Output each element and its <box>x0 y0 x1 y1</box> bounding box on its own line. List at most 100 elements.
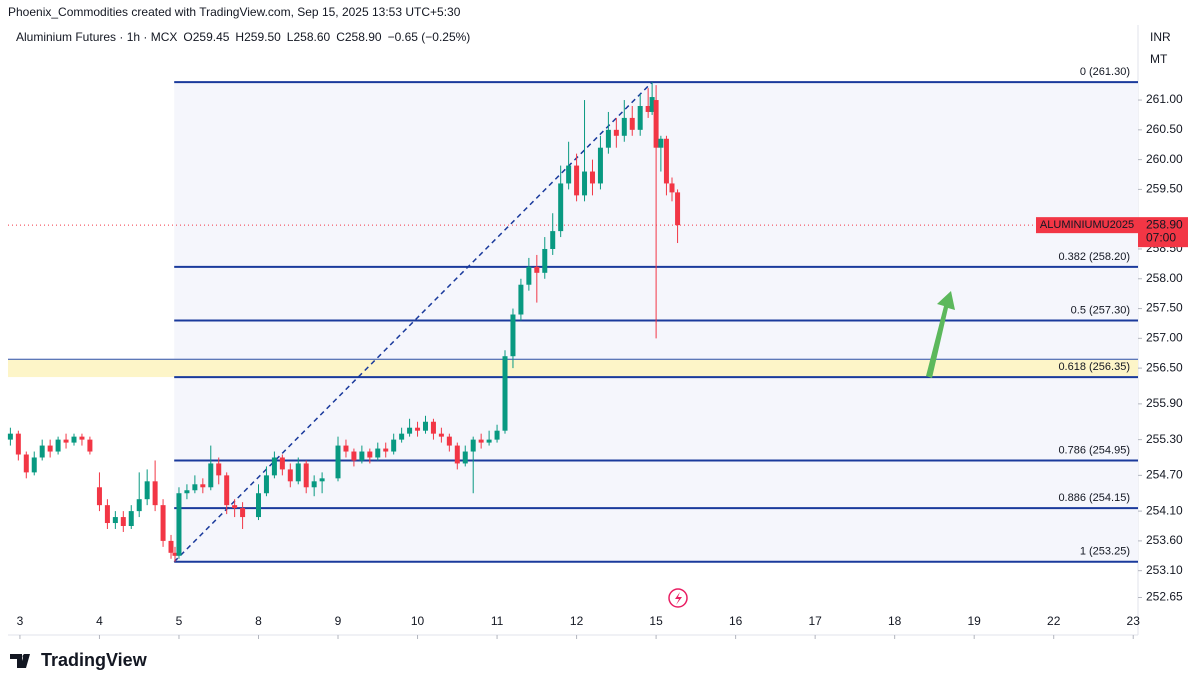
price-tag-bg <box>1138 217 1188 248</box>
candle-body <box>176 493 182 556</box>
y-tick-label: 254.70 <box>1146 468 1183 482</box>
candle-body <box>589 171 595 184</box>
y-tick-label: 260.50 <box>1146 122 1183 136</box>
x-tick-label: 9 <box>335 614 342 628</box>
legend: Aluminium Futures · 1h · MCX O 259.45 H 259.… <box>16 30 470 44</box>
candle-body <box>415 427 421 431</box>
candle-body <box>550 231 556 249</box>
x-tick-label: 16 <box>729 614 743 628</box>
legend-key: L <box>287 30 294 44</box>
x-tick-label: 10 <box>411 614 425 628</box>
y-tick-label: 252.65 <box>1146 590 1183 604</box>
candle-body <box>263 475 269 494</box>
legend-key: H <box>235 30 244 44</box>
candle-body <box>7 433 13 440</box>
x-tick-label: 8 <box>255 614 262 628</box>
price-tag-symbol: ALUMINIUMU2025 <box>1040 219 1134 231</box>
y-tick-label: 255.30 <box>1146 432 1183 446</box>
legend-change: −0.65 (−0.25%) <box>388 30 471 44</box>
candle-body <box>637 106 643 130</box>
price-tag-countdown: 07:00 <box>1146 230 1176 244</box>
y-tick-label: 261.00 <box>1146 92 1183 106</box>
candle-body <box>104 505 110 524</box>
candle-body <box>144 481 150 500</box>
candle-body <box>279 457 285 470</box>
candle-body <box>446 436 452 446</box>
y-tick-label: 255.90 <box>1146 396 1183 410</box>
y-axis: 261.00260.50260.00259.50258.50258.00257.… <box>1138 92 1183 604</box>
attribution: Phoenix_Commodities created with Trading… <box>8 5 461 19</box>
brand-logo <box>10 654 30 668</box>
candle-body <box>407 427 413 434</box>
y-tick-label: 254.10 <box>1146 503 1183 517</box>
candle-body <box>478 439 484 443</box>
up-arrow <box>926 291 955 378</box>
candle-body <box>486 439 492 443</box>
currency-label: INR <box>1150 30 1171 44</box>
candle-body <box>613 129 619 136</box>
candle-body <box>645 106 651 112</box>
candle-body <box>502 356 508 431</box>
candle-body <box>675 192 681 226</box>
candle-body <box>96 487 102 506</box>
price-tag-value: 258.90 <box>1146 217 1183 231</box>
y-tick-label: 258.00 <box>1146 271 1183 285</box>
x-tick-label: 15 <box>649 614 663 628</box>
candle-body <box>79 436 85 440</box>
fib-label: 0 (261.30) <box>1080 66 1130 78</box>
candle-body <box>255 493 261 518</box>
candles <box>7 82 681 562</box>
x-tick-label: 17 <box>808 614 822 628</box>
x-tick-label: 12 <box>570 614 584 628</box>
candle-body <box>343 445 349 452</box>
trend-line <box>173 81 653 563</box>
candle-body <box>494 430 500 440</box>
plot-area: 0 (261.30) 0.382 (258.20) 0.5 (257.30) 0.61… <box>7 66 1139 563</box>
candle-body <box>438 433 444 437</box>
candle-body <box>658 138 664 148</box>
candle-body <box>351 451 357 461</box>
x-tick-label: 4 <box>96 614 103 628</box>
candle-body <box>399 433 405 440</box>
candle-body <box>621 117 627 136</box>
candle-body <box>311 481 317 488</box>
fib-label: 0.618 (256.35) <box>1058 361 1130 373</box>
candle-body <box>391 439 397 452</box>
x-axis: 3 4 5 8 9 10 11 12 15 16 17 18 19 22 23 <box>17 614 1140 639</box>
candle-body <box>232 505 238 509</box>
candle-body <box>39 445 45 458</box>
candle-body <box>470 439 476 452</box>
legend-value: 258.90 <box>345 30 382 44</box>
candle-body <box>136 499 142 512</box>
y-tick-label: 259.50 <box>1146 182 1183 196</box>
candle-body <box>303 463 309 488</box>
candle-body <box>526 266 532 285</box>
candle-body <box>23 454 29 473</box>
candle-body <box>120 517 126 526</box>
candle-body <box>224 475 230 506</box>
legend-key: C <box>336 30 345 44</box>
candle-body <box>462 451 468 464</box>
candle-body <box>454 445 460 464</box>
candle-body <box>319 478 325 482</box>
candle-body <box>566 165 572 184</box>
candle-body <box>15 433 21 455</box>
y-tick-label: 256.50 <box>1146 360 1183 374</box>
candle-body <box>430 421 436 434</box>
fib-label: 0.5 (257.30) <box>1071 304 1130 316</box>
candle-body <box>663 138 669 184</box>
y-tick-label: 253.10 <box>1146 563 1183 577</box>
candle-body <box>582 171 588 196</box>
unit-label: MT <box>1150 52 1168 66</box>
candle-body <box>184 490 190 494</box>
fib-label: 0.886 (254.15) <box>1058 492 1130 504</box>
candle-body <box>128 511 134 526</box>
candle-body <box>240 508 246 518</box>
legend-symbol: Aluminium Futures · 1h · MCX <box>16 30 177 44</box>
fib-label: 0.786 (254.95) <box>1058 444 1130 456</box>
candle-body <box>335 445 341 479</box>
candle-body <box>55 439 61 452</box>
candle-body <box>31 457 37 473</box>
candle-body <box>510 314 516 357</box>
candle-body <box>152 481 158 506</box>
